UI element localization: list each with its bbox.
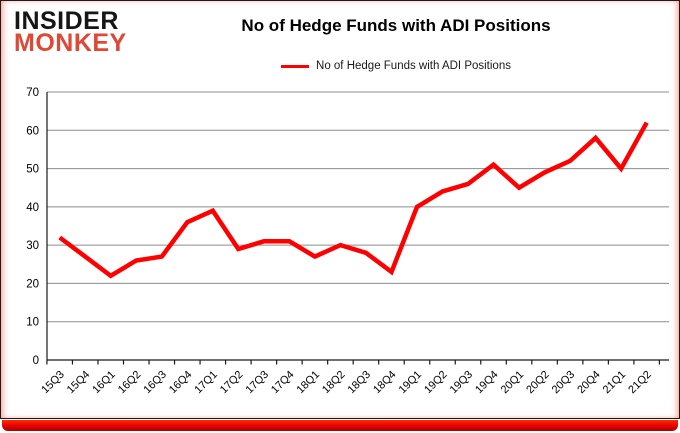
- x-tick-label: 20Q3: [550, 369, 578, 397]
- x-tick-label: 20Q4: [575, 369, 603, 397]
- x-tick-label: 18Q3: [345, 369, 373, 397]
- x-tick-label: 19Q1: [397, 369, 425, 397]
- y-tick-label: 50: [26, 164, 39, 176]
- y-tick-labels: 0 10 20 30 40 50 60 70: [26, 87, 39, 367]
- logo-line-insider: INSIDER: [14, 7, 119, 35]
- x-tick-label: 18Q4: [371, 369, 399, 397]
- x-tick-label: 15Q3: [39, 369, 67, 397]
- y-tick-label: 60: [26, 125, 39, 137]
- y-tick-label: 30: [26, 240, 39, 252]
- y-tick-label: 0: [33, 355, 39, 367]
- x-tick-label: 19Q4: [473, 369, 501, 397]
- x-tick-label: 21Q2: [626, 369, 654, 397]
- logo-line-monkey: MONKEY: [14, 29, 127, 57]
- insider-monkey-logo: INSIDER MONKEY: [14, 7, 127, 57]
- red-bottom-accent-bar: [2, 420, 678, 431]
- y-tick-label: 70: [26, 87, 39, 99]
- series-line: [58, 121, 649, 279]
- x-tick-label: 15Q4: [65, 369, 93, 397]
- x-tick-label: 17Q3: [243, 369, 271, 397]
- chart-title: No of Hedge Funds with ADI Positions: [241, 16, 551, 35]
- y-gridlines: [47, 91, 669, 323]
- x-tick-label: 18Q2: [320, 369, 348, 397]
- chart-frame: INSIDER MONKEY No of Hedge Funds with AD…: [0, 0, 680, 419]
- x-tick-label: 16Q2: [116, 369, 144, 397]
- x-tick-label: 16Q4: [167, 369, 195, 397]
- x-tick-label: 20Q2: [524, 369, 552, 397]
- x-tick-label: 20Q1: [499, 369, 527, 397]
- x-tick-label: 21Q1: [601, 369, 629, 397]
- x-tick-label: 17Q1: [192, 369, 220, 397]
- legend-label: No of Hedge Funds with ADI Positions: [316, 60, 511, 72]
- y-tick-label: 20: [26, 278, 39, 290]
- x-tick-label: 18Q1: [294, 369, 322, 397]
- x-tick-label: 16Q3: [141, 369, 169, 397]
- x-tick-label: 17Q4: [269, 369, 297, 397]
- x-tick-labels: 15Q315Q416Q116Q216Q316Q417Q117Q217Q317Q4…: [39, 369, 654, 397]
- x-tick-label: 16Q1: [90, 369, 118, 397]
- y-tick-label: 10: [26, 317, 39, 329]
- x-ticks: [46, 360, 661, 365]
- plot-area: 01020304050607015Q315Q416Q116Q216Q316Q41…: [26, 87, 669, 397]
- x-tick-label: 17Q2: [218, 369, 246, 397]
- y-tick-label: 40: [26, 202, 39, 214]
- axes: [46, 92, 669, 361]
- chart-legend: No of Hedge Funds with ADI Positions: [121, 60, 671, 72]
- x-tick-label: 19Q2: [422, 369, 450, 397]
- x-tick-label: 19Q3: [448, 369, 476, 397]
- legend-line-swatch: [281, 64, 310, 68]
